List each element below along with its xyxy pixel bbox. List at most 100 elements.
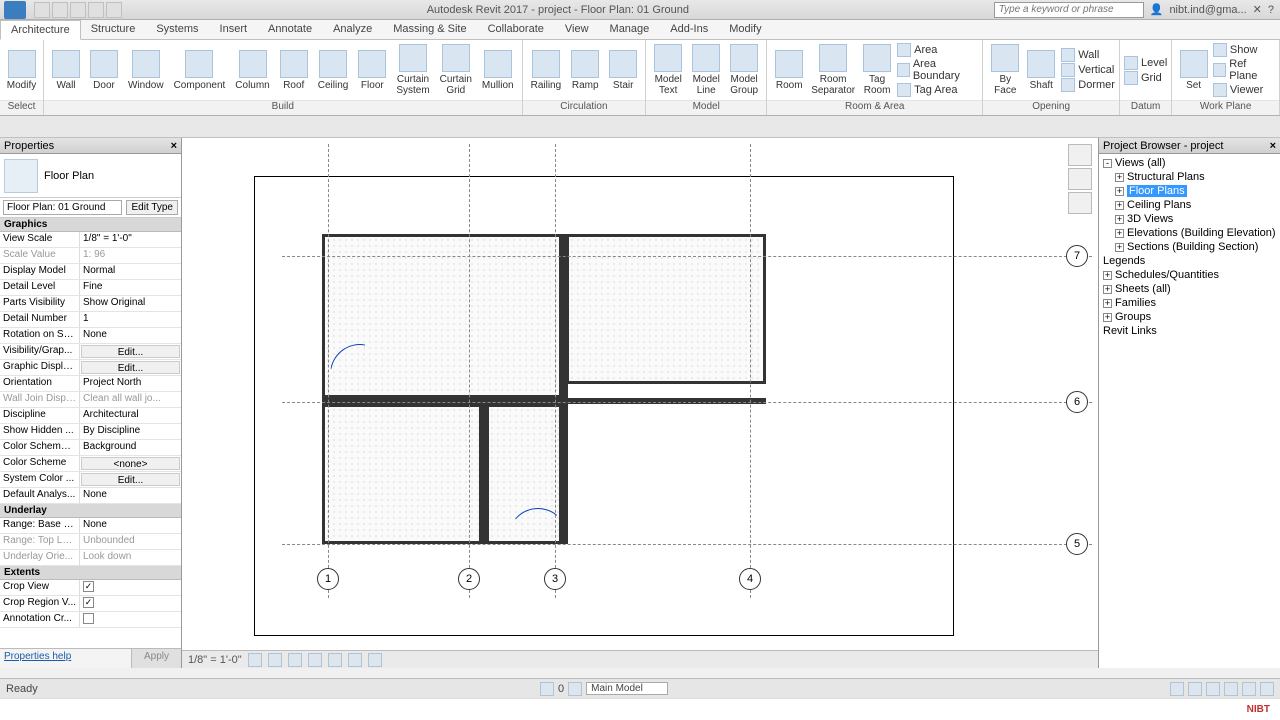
prop-row[interactable]: Range: Top Le...Unbounded <box>0 534 181 550</box>
build-7[interactable]: Floor <box>354 48 390 93</box>
tree-node[interactable]: +Groups <box>1101 310 1278 324</box>
tree-expand-icon[interactable]: + <box>1115 215 1124 224</box>
checkbox[interactable] <box>83 613 94 624</box>
tree-node[interactable]: +Sheets (all) <box>1101 282 1278 296</box>
modify-button[interactable]: Modify <box>4 48 39 93</box>
circ-1[interactable]: Ramp <box>567 48 603 93</box>
tree-expand-icon[interactable]: + <box>1115 173 1124 182</box>
tab-manage[interactable]: Manage <box>600 20 661 39</box>
room-1[interactable]: RoomSeparator <box>807 42 859 98</box>
open-1[interactable]: Shaft <box>1023 42 1059 98</box>
qat-open-icon[interactable] <box>34 2 50 18</box>
tab-architecture[interactable]: Architecture <box>0 20 81 40</box>
openst-1[interactable]: Vertical <box>1061 63 1115 77</box>
model-0[interactable]: ModelText <box>650 42 686 98</box>
qat-redo-icon[interactable] <box>88 2 104 18</box>
tree-expand-icon[interactable]: + <box>1115 243 1124 252</box>
properties-help-link[interactable]: Properties help <box>0 649 131 668</box>
wp-1[interactable]: Ref Plane <box>1213 58 1275 82</box>
prop-row[interactable]: Range: Base L...None <box>0 518 181 534</box>
filter-icon[interactable] <box>1260 682 1274 696</box>
tab-analyze[interactable]: Analyze <box>323 20 383 39</box>
select-links-icon[interactable] <box>1170 682 1184 696</box>
build-3[interactable]: Component <box>170 48 230 93</box>
tree-node[interactable]: Legends <box>1101 254 1278 268</box>
prop-row[interactable]: View Scale1/8" = 1'-0" <box>0 232 181 248</box>
roomst-1[interactable]: Area Boundary <box>897 58 978 82</box>
grid-bubble[interactable]: 3 <box>544 568 566 590</box>
tree-expand-icon[interactable]: + <box>1115 187 1124 196</box>
tree-node[interactable]: +Structural Plans <box>1113 170 1278 184</box>
build-0[interactable]: Wall <box>48 48 84 93</box>
model-2[interactable]: ModelGroup <box>726 42 762 98</box>
user-label[interactable]: nibt.ind@gma... <box>1169 4 1246 16</box>
drawing-canvas[interactable]: 7651234 <box>182 138 1098 650</box>
apply-button[interactable]: Apply <box>131 649 181 668</box>
openst-2[interactable]: Dormer <box>1061 78 1115 92</box>
tree-node[interactable]: +Families <box>1101 296 1278 310</box>
help-icon[interactable]: ? <box>1268 4 1274 16</box>
select-face-icon[interactable] <box>1224 682 1238 696</box>
tree-node[interactable]: +3D Views <box>1113 212 1278 226</box>
crop-region-icon[interactable] <box>348 653 362 667</box>
sun-path-icon[interactable] <box>288 653 302 667</box>
room-2[interactable]: TagRoom <box>859 42 895 98</box>
tree-expand-icon[interactable]: + <box>1103 299 1112 308</box>
sign-in-icon[interactable]: 👤 <box>1150 3 1164 16</box>
scale-label[interactable]: 1/8" = 1'-0" <box>188 654 242 666</box>
prop-row[interactable]: Wall Join Displ...Clean all wall jo... <box>0 392 181 408</box>
grid-bubble[interactable]: 4 <box>739 568 761 590</box>
prop-row[interactable]: Crop View <box>0 580 181 596</box>
nav-cube-icon[interactable] <box>1068 168 1092 190</box>
model-1[interactable]: ModelLine <box>688 42 724 98</box>
openst-0[interactable]: Wall <box>1061 48 1115 62</box>
circ-0[interactable]: Railing <box>527 48 566 93</box>
grid-bubble[interactable]: 5 <box>1066 533 1088 555</box>
tab-collaborate[interactable]: Collaborate <box>478 20 555 39</box>
instance-dropdown[interactable]: Floor Plan: 01 Ground <box>3 200 122 215</box>
select-pinned-icon[interactable] <box>1206 682 1220 696</box>
tab-addins[interactable]: Add-Ins <box>660 20 719 39</box>
checkbox[interactable] <box>83 581 94 592</box>
datum-1[interactable]: Grid <box>1124 71 1167 85</box>
prop-row[interactable]: Detail Number1 <box>0 312 181 328</box>
tree-node[interactable]: +Floor Plans <box>1113 184 1278 198</box>
prop-row[interactable]: Color Scheme<none> <box>0 456 181 472</box>
roomst-0[interactable]: Area <box>897 43 978 57</box>
build-2[interactable]: Window <box>124 48 168 93</box>
status-icon[interactable] <box>540 682 554 696</box>
prop-row[interactable]: Visibility/Grap...Edit... <box>0 344 181 360</box>
room-0[interactable]: Room <box>771 42 807 98</box>
tab-structure[interactable]: Structure <box>81 20 147 39</box>
prop-row[interactable]: Graphic Displa...Edit... <box>0 360 181 376</box>
datum-0[interactable]: Level <box>1124 56 1167 70</box>
type-selector[interactable]: Floor Plan <box>0 154 181 198</box>
qat-print-icon[interactable] <box>106 2 122 18</box>
prop-row[interactable]: Scale Value1: 96 <box>0 248 181 264</box>
browser-close-icon[interactable]: × <box>1270 140 1276 152</box>
prop-row[interactable]: Display ModelNormal <box>0 264 181 280</box>
tree-node[interactable]: -Views (all) <box>1101 156 1278 170</box>
nav-wheel-icon[interactable] <box>1068 192 1092 214</box>
build-5[interactable]: Roof <box>276 48 312 93</box>
build-6[interactable]: Ceiling <box>314 48 353 93</box>
wp-0[interactable]: Show <box>1213 43 1275 57</box>
grid-bubble[interactable]: 1 <box>317 568 339 590</box>
prop-row[interactable]: Detail LevelFine <box>0 280 181 296</box>
tree-expand-icon[interactable]: + <box>1115 201 1124 210</box>
nav-home-icon[interactable] <box>1068 144 1092 166</box>
wp-2[interactable]: Viewer <box>1213 83 1275 97</box>
qat-save-icon[interactable] <box>52 2 68 18</box>
prop-row[interactable]: Parts VisibilityShow Original <box>0 296 181 312</box>
detail-level-icon[interactable] <box>248 653 262 667</box>
build-1[interactable]: Door <box>86 48 122 93</box>
workset-dropdown[interactable]: Main Model <box>586 682 668 695</box>
qat-undo-icon[interactable] <box>70 2 86 18</box>
build-10[interactable]: Mullion <box>478 48 518 93</box>
prop-row[interactable]: Crop Region V... <box>0 596 181 612</box>
tab-systems[interactable]: Systems <box>146 20 209 39</box>
build-9[interactable]: CurtainGrid <box>436 42 476 98</box>
grid-bubble[interactable]: 7 <box>1066 245 1088 267</box>
build-4[interactable]: Column <box>231 48 273 93</box>
shadows-icon[interactable] <box>308 653 322 667</box>
